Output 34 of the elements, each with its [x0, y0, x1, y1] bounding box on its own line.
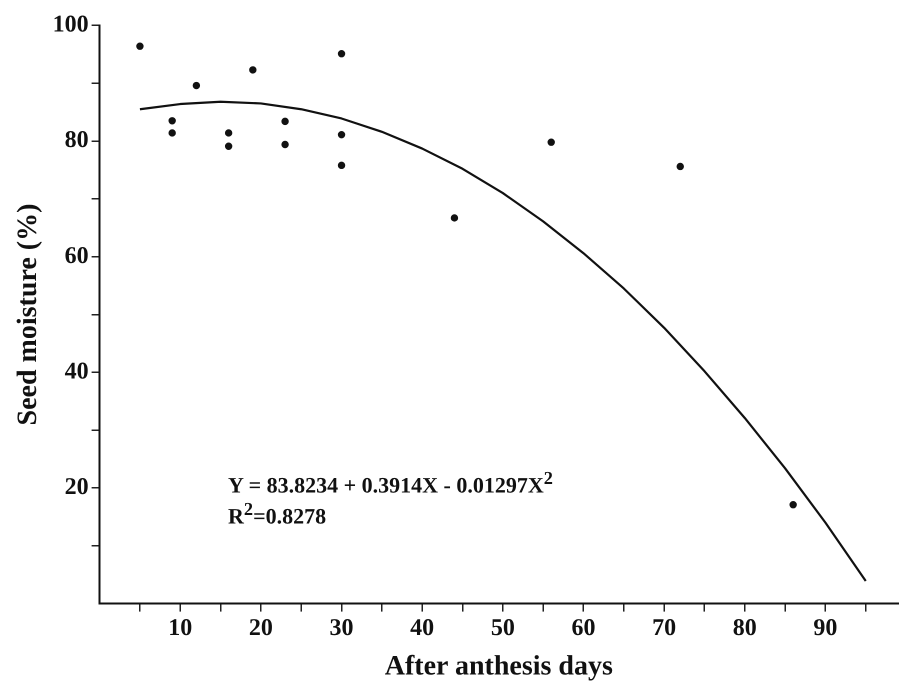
point: [168, 129, 176, 137]
x-tick-label: 10: [168, 615, 192, 642]
point: [450, 214, 458, 222]
point: [224, 142, 232, 150]
x-tick-label: 30: [330, 615, 354, 642]
x-tick-label: 70: [652, 615, 676, 642]
x-axis-title: After anthesis days: [384, 650, 613, 682]
point: [192, 82, 200, 90]
x-tick-label: 20: [248, 615, 273, 642]
y-tick-label: 80: [64, 127, 89, 154]
point: [281, 140, 289, 148]
x-tick-label: 80: [732, 615, 757, 642]
annotation: Y = 83.8234 + 0.3914X - 0.01297X$^{2}$: [228, 467, 553, 498]
y-tick-label: 60: [64, 242, 89, 269]
point: [224, 129, 232, 137]
point: [338, 162, 346, 170]
point: [676, 162, 684, 170]
point: [281, 118, 289, 126]
annotation: R$^{2}$=0.8278: [228, 498, 328, 529]
point: [789, 501, 797, 508]
x-tick-label: 40: [410, 615, 434, 642]
point: [136, 42, 144, 50]
y-tick-label: 20: [64, 474, 89, 500]
x-tick-label: 60: [571, 615, 596, 642]
point: [168, 117, 176, 125]
y-axis-title: Seed moisture (%): [12, 204, 44, 426]
point: [249, 66, 257, 74]
y-tick-label: 40: [64, 358, 89, 385]
point: [548, 138, 555, 146]
point: [338, 50, 346, 58]
x-tick-label: 50: [490, 615, 515, 642]
y-tick-label: 100: [52, 12, 89, 38]
x-tick-label: 90: [813, 615, 838, 642]
point: [338, 130, 346, 138]
